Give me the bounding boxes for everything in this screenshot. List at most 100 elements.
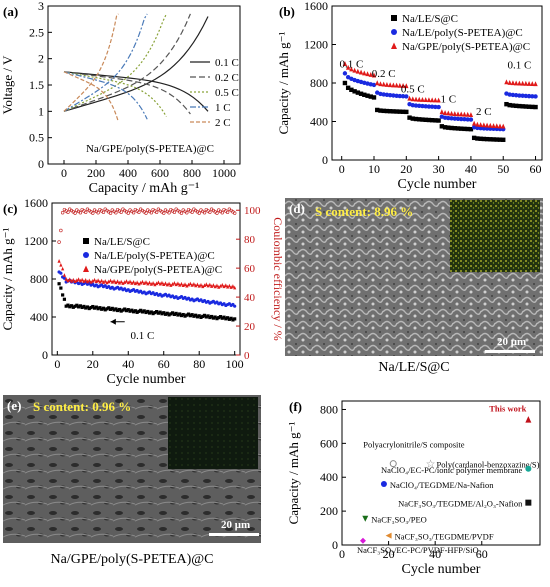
point-2 bbox=[375, 80, 380, 86]
point-0 bbox=[199, 315, 203, 319]
charge-curve-3 bbox=[63, 13, 148, 112]
point-1 bbox=[413, 103, 419, 108]
y-tick-label: 0 bbox=[38, 157, 44, 171]
chart-b: 0 10 20 30 40 50 60 0 400 800 1200 1600 Cycle number… bbox=[276, 0, 543, 192]
efficiency-point bbox=[185, 210, 189, 215]
point-0 bbox=[501, 137, 506, 142]
chart-a: 0 200 400 600 800 1000 0 0.5 1 1.5 2 2.5 3 Capacity /… bbox=[0, 0, 241, 196]
y-tick-label: 1600 bbox=[304, 0, 328, 13]
point-2 bbox=[183, 282, 187, 286]
efficiency-point bbox=[220, 210, 224, 215]
point-2 bbox=[530, 81, 535, 87]
point-2 bbox=[510, 80, 516, 86]
point-2 bbox=[185, 283, 189, 288]
arrow-head-left bbox=[110, 318, 116, 325]
point-0 bbox=[488, 137, 493, 142]
point-2 bbox=[481, 122, 487, 128]
point-0 bbox=[192, 314, 196, 318]
x-axis-label: Capacity / mAh g⁻¹ bbox=[89, 181, 200, 195]
point-0 bbox=[178, 312, 182, 316]
point-2 bbox=[218, 283, 223, 288]
point-0 bbox=[352, 89, 357, 94]
efficiency-point bbox=[83, 210, 88, 214]
point-0 bbox=[233, 317, 237, 321]
sem-image-d: (d) S content: 8.96 % 20 μm bbox=[285, 198, 543, 356]
point-0 bbox=[507, 102, 512, 108]
point-1 bbox=[449, 116, 454, 121]
point-0 bbox=[378, 108, 383, 113]
point-0 bbox=[218, 315, 223, 319]
rate-label-2: 0.5 C bbox=[401, 84, 425, 96]
point-1 bbox=[513, 93, 519, 98]
y-tick-label: 800 bbox=[30, 272, 48, 286]
y-tick-label: 1 bbox=[38, 104, 44, 118]
y-tick-label: 1.5 bbox=[29, 78, 44, 92]
point-7 bbox=[359, 537, 366, 544]
point-0 bbox=[446, 125, 451, 130]
sulfur-content-d: S content: 8.96 % bbox=[315, 204, 414, 219]
point-2 bbox=[116, 279, 120, 284]
point-2 bbox=[91, 278, 95, 283]
point-0 bbox=[181, 312, 185, 317]
point-0 bbox=[224, 317, 228, 321]
point-2 bbox=[465, 111, 470, 117]
sulfur-content-e: S content: 0.96 % bbox=[33, 399, 132, 414]
efficiency-point bbox=[149, 210, 154, 215]
legend-label-2: Na/GPE/poly(S-PETEA)@C bbox=[402, 41, 530, 53]
x-axis-label: Cycle number bbox=[107, 372, 186, 387]
point-0 bbox=[381, 108, 386, 114]
point-0 bbox=[494, 137, 499, 142]
point-0 bbox=[208, 315, 212, 320]
point-0 bbox=[215, 317, 219, 321]
point-2 bbox=[225, 284, 230, 289]
point-1 bbox=[400, 94, 406, 99]
y-tick-label: 400 bbox=[30, 310, 48, 324]
point-2 bbox=[208, 282, 212, 287]
point-0 bbox=[510, 103, 516, 108]
x-tick-label: 30 bbox=[433, 162, 445, 176]
point-0 bbox=[128, 309, 132, 313]
x-axis-label: Cycle number bbox=[402, 562, 481, 577]
point-2 bbox=[233, 285, 237, 290]
discharge-curve-1 bbox=[63, 71, 191, 115]
y-tick-label: 400 bbox=[310, 115, 328, 129]
point-0 bbox=[123, 307, 127, 311]
point-0 bbox=[227, 317, 231, 321]
point-2 bbox=[342, 61, 348, 66]
x-tick-label: 0 bbox=[54, 357, 60, 371]
point-1 bbox=[475, 125, 480, 131]
point-0 bbox=[185, 313, 189, 317]
efficiency-point bbox=[101, 210, 106, 214]
point-1 bbox=[526, 93, 532, 99]
point-2 bbox=[147, 280, 152, 285]
point-2 bbox=[73, 279, 77, 284]
y-tick-label: 3 bbox=[38, 0, 44, 13]
point-2 bbox=[199, 282, 203, 287]
point-2 bbox=[94, 279, 98, 284]
point-0 bbox=[75, 303, 79, 307]
point-1 bbox=[62, 276, 67, 280]
point-0 bbox=[459, 126, 464, 131]
point-2 bbox=[101, 280, 106, 284]
point-2 bbox=[98, 279, 102, 284]
sulfur-map-e bbox=[168, 397, 258, 469]
point-0 bbox=[530, 104, 535, 110]
efficiency-point bbox=[57, 240, 61, 244]
point-2 bbox=[204, 282, 208, 286]
point-2 bbox=[128, 279, 132, 284]
point-0 bbox=[62, 297, 67, 301]
point-0 bbox=[77, 305, 81, 309]
efficiency-point bbox=[66, 210, 70, 214]
point-6 bbox=[362, 515, 369, 522]
point-2 bbox=[156, 280, 161, 285]
point-2 bbox=[513, 80, 519, 86]
point-0 bbox=[452, 126, 457, 131]
point-2 bbox=[355, 68, 361, 74]
point-2 bbox=[471, 120, 477, 126]
panel-d-label: (d) bbox=[289, 201, 305, 216]
point-0 bbox=[397, 109, 403, 114]
point-0 bbox=[211, 316, 215, 320]
cell-annotation: Na/GPE/poly(S-PETEA)@C bbox=[86, 143, 214, 155]
y-tick-label: 2 bbox=[38, 52, 44, 66]
